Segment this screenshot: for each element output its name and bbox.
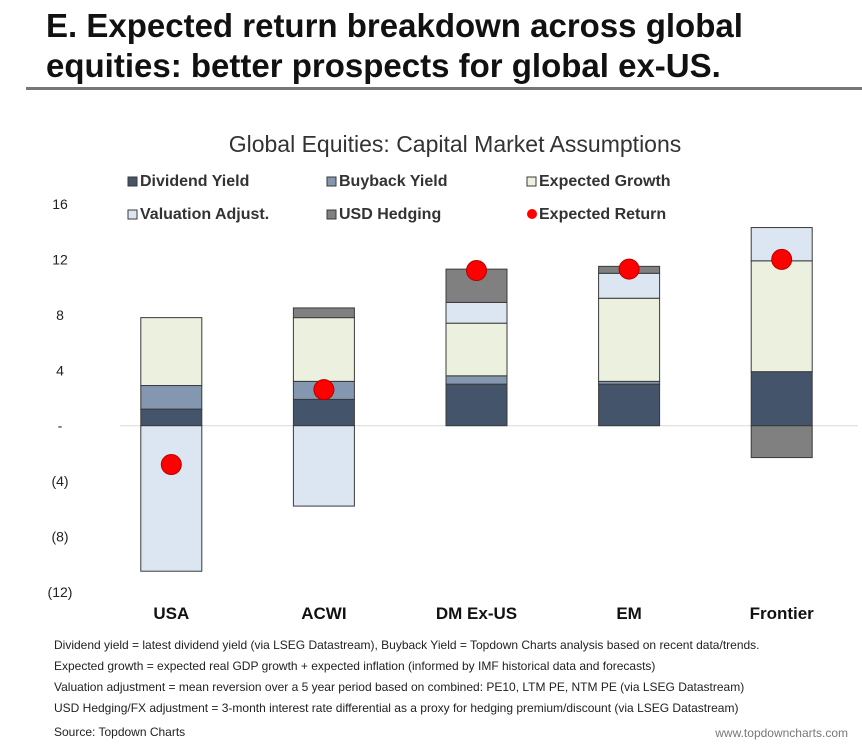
y-tick-label: 8 [56, 307, 64, 323]
website-text: www.topdowncharts.com [715, 726, 848, 740]
legend-swatch [127, 176, 138, 187]
x-category-label: USA [153, 604, 189, 623]
y-tick-label: 16 [52, 196, 68, 212]
bar-segment [750, 425, 813, 459]
legend-swatch [326, 209, 337, 220]
bar-segment [445, 322, 508, 377]
bar-segment [292, 307, 355, 319]
x-category-label: ACWI [301, 604, 346, 623]
chart: Global Equities: Capital Market Assumpti… [48, 131, 858, 623]
bar-segment [750, 260, 813, 373]
legend-label: Expected Return [539, 206, 666, 223]
x-category-label: Frontier [750, 604, 815, 623]
legend-label: Dividend Yield [140, 173, 249, 190]
legend-label: Expected Growth [539, 173, 671, 190]
bar-segment [140, 425, 203, 572]
legend-swatch [527, 209, 537, 219]
footnote-hedging: USD Hedging/FX adjustment = 3-month inte… [54, 701, 739, 715]
bar-segment [140, 408, 203, 427]
expected-return-point [466, 260, 487, 282]
x-category-label: DM Ex-US [436, 604, 517, 623]
chart-title: Global Equities: Capital Market Assumpti… [229, 131, 682, 157]
bar-segment [598, 383, 661, 427]
bar-segment [292, 398, 355, 427]
legend-label: Buyback Yield [339, 173, 448, 190]
y-tick-label: 12 [52, 251, 68, 267]
y-tick-label: (8) [51, 529, 68, 545]
legend-label: USD Hedging [339, 206, 441, 223]
legend-swatch [326, 176, 337, 187]
x-category-label: EM [616, 604, 642, 623]
y-tick-label: (4) [51, 473, 68, 489]
plot-area: 16 12 8 4 - (4) (8) (12) USA ACWI DM Ex-US EM Fronti… [48, 196, 858, 623]
bar-segment [140, 317, 203, 387]
y-tick-label: 4 [56, 362, 64, 378]
bar-segment [140, 385, 203, 410]
source-text: Source: Topdown Charts [54, 725, 186, 739]
footnote-valuation: Valuation adjustment = mean reversion ov… [54, 680, 745, 694]
bar-segment [445, 383, 508, 427]
expected-return-point [618, 258, 640, 280]
legend-swatch [526, 176, 537, 187]
footnote-dividend: Dividend yield = latest dividend yield (… [54, 638, 760, 652]
bar-segment [750, 371, 813, 427]
y-tick-label: (12) [48, 584, 73, 600]
expected-return-point [313, 379, 335, 401]
chart-legend: Dividend Yield Buyback Yield Expected Grow… [127, 173, 671, 223]
bar-segment [292, 317, 355, 382]
legend-swatch [127, 209, 138, 220]
bar-segment [292, 425, 355, 507]
bar-segment [445, 375, 508, 385]
headline: E. Expected return breakdown across glob… [46, 6, 846, 86]
headline-line-1: E. Expected return breakdown across glob… [46, 7, 743, 44]
headline-line-2: equities: better prospects for global ex… [46, 47, 721, 84]
bar-segment [445, 301, 508, 324]
legend-label: Valuation Adjust. [140, 206, 269, 223]
expected-return-point [771, 248, 793, 270]
footnote-growth: Expected growth = expected real GDP grow… [54, 659, 656, 673]
y-tick-label: - [58, 418, 63, 434]
expected-return-point [160, 454, 182, 476]
bar-segment [598, 297, 661, 382]
headline-divider [26, 87, 862, 90]
footnotes: Dividend yield = latest dividend yield (… [54, 635, 854, 719]
